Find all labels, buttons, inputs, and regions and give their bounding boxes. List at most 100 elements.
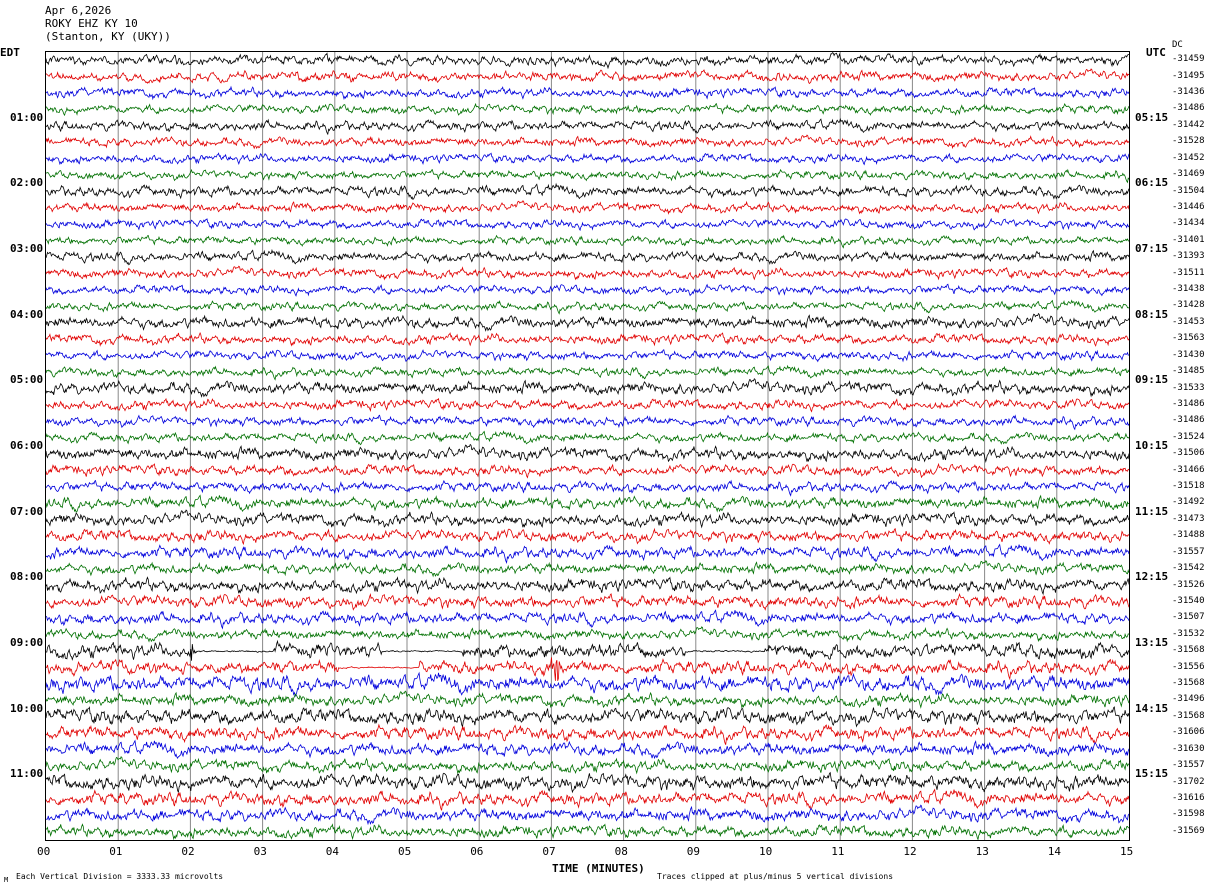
dc-offset-value: -31401 [1172,234,1205,245]
dc-offset-value: -31630 [1172,743,1205,754]
dc-offset-value: -31532 [1172,628,1205,639]
dc-offset-value: -31496 [1172,694,1205,705]
dc-offset-value: -31518 [1172,481,1205,492]
dc-offset-value: -31598 [1172,809,1205,820]
x-axis-tick: 12 [903,845,917,858]
dc-offset-value: -31459 [1172,54,1205,65]
trace [46,804,1129,826]
dc-offset-value: -31557 [1172,760,1205,771]
right-time-tick: 08:15 [1135,307,1169,321]
left-time-tick: 01:00 [10,110,44,124]
dc-offset-value: -31506 [1172,448,1205,459]
trace [46,364,1129,381]
dc-offset-value: -31466 [1172,464,1205,475]
dc-offset-value: -31453 [1172,316,1205,327]
left-time-tick: 07:00 [10,504,44,518]
footer-clip-note: Traces clipped at plus/minus 5 vertical … [657,872,894,881]
dc-offset-value: -31434 [1172,218,1205,229]
trace [46,117,1129,136]
trace [46,152,1129,166]
x-axis-tick: 00 [37,845,51,858]
trace [46,543,1129,564]
dc-offset-value: -31485 [1172,366,1205,377]
x-axis-tick: 11 [831,845,845,858]
x-axis-tick: 03 [253,845,267,858]
dc-offset-value: -31486 [1172,415,1205,426]
trace [46,739,1129,760]
right-time-tick: 12:15 [1135,570,1169,584]
dc-offset-value: -31526 [1172,579,1205,590]
left-axis-label: EDT [0,46,20,59]
right-time-tick: 15:15 [1135,767,1169,781]
right-time-tick: 10:15 [1135,439,1169,452]
trace [46,626,1129,643]
trace [46,349,1129,363]
seismogram-plot[interactable] [45,51,1130,841]
left-time-tick: 02:00 [10,176,44,190]
trace [46,85,1129,101]
left-time-tick: 04:00 [10,307,44,321]
dc-offset-value: -31568 [1172,645,1205,656]
x-axis-tick: 08 [614,845,628,858]
right-time-tick: 11:15 [1135,504,1169,518]
dc-offset-value: -31492 [1172,497,1205,508]
left-time-tick: 08:00 [10,570,44,584]
right-time-tick: 07:15 [1135,242,1169,255]
trace [46,479,1129,497]
dc-offset-value: -31556 [1172,661,1205,672]
trace [46,182,1129,201]
trace [46,102,1129,117]
trace [46,657,1129,681]
dc-offset-value: -31504 [1172,185,1205,196]
trace [46,234,1129,249]
trace [46,68,1129,85]
dc-offset-value: -31557 [1172,546,1205,557]
trace [46,671,1129,698]
left-time-tick: 09:00 [10,636,44,649]
trace [46,248,1129,266]
dc-offset-value: -31446 [1172,201,1205,212]
dc-offset-value: -31542 [1172,563,1205,574]
dc-offset-value: -31533 [1172,382,1205,393]
trace [46,430,1129,446]
dc-offset-value: -31438 [1172,284,1205,295]
trace [46,639,1129,661]
trace [46,756,1129,775]
dc-offset-value: -31442 [1172,119,1205,130]
header-date: Apr 6,2026 [45,4,112,17]
x-axis-tick: 04 [325,845,340,858]
footer-mark: M [4,876,9,884]
trace [46,560,1129,578]
dc-offset-value: -31495 [1172,70,1205,81]
trace [46,592,1129,611]
trace [46,299,1129,315]
header-station: ROKY EHZ KY 10 [45,17,138,30]
dc-offset-value: -31528 [1172,136,1205,147]
trace [46,134,1129,150]
trace [46,609,1129,630]
dc-offset-value: -31568 [1172,678,1205,689]
trace [46,706,1129,729]
x-axis-title: TIME (MINUTES) [552,862,645,875]
x-axis-tick: 10 [759,845,773,858]
dc-offset-value: -31393 [1172,251,1205,262]
header-location: (Stanton, KY (UKY)) [45,30,171,43]
trace [46,443,1129,463]
x-axis-tick: 06 [470,845,484,858]
trace [46,265,1129,281]
trace [46,312,1129,332]
trace [46,52,1129,70]
right-time-tick: 05:15 [1135,110,1169,124]
dc-offset-value: -31606 [1172,727,1205,738]
left-time-tick: 10:00 [10,701,44,715]
dc-offset-value: -31616 [1172,792,1205,803]
dc-offset-value: -31486 [1172,103,1205,114]
dc-offset-value: -31430 [1172,349,1205,360]
dc-offset-value: -31428 [1172,300,1205,311]
dc-offset-value: -31702 [1172,776,1205,787]
dc-offset-value: -31507 [1172,612,1205,623]
x-axis-tick: 02 [181,845,195,858]
dc-offset-value: -31436 [1172,87,1205,98]
x-axis-tick: 05 [398,845,412,858]
